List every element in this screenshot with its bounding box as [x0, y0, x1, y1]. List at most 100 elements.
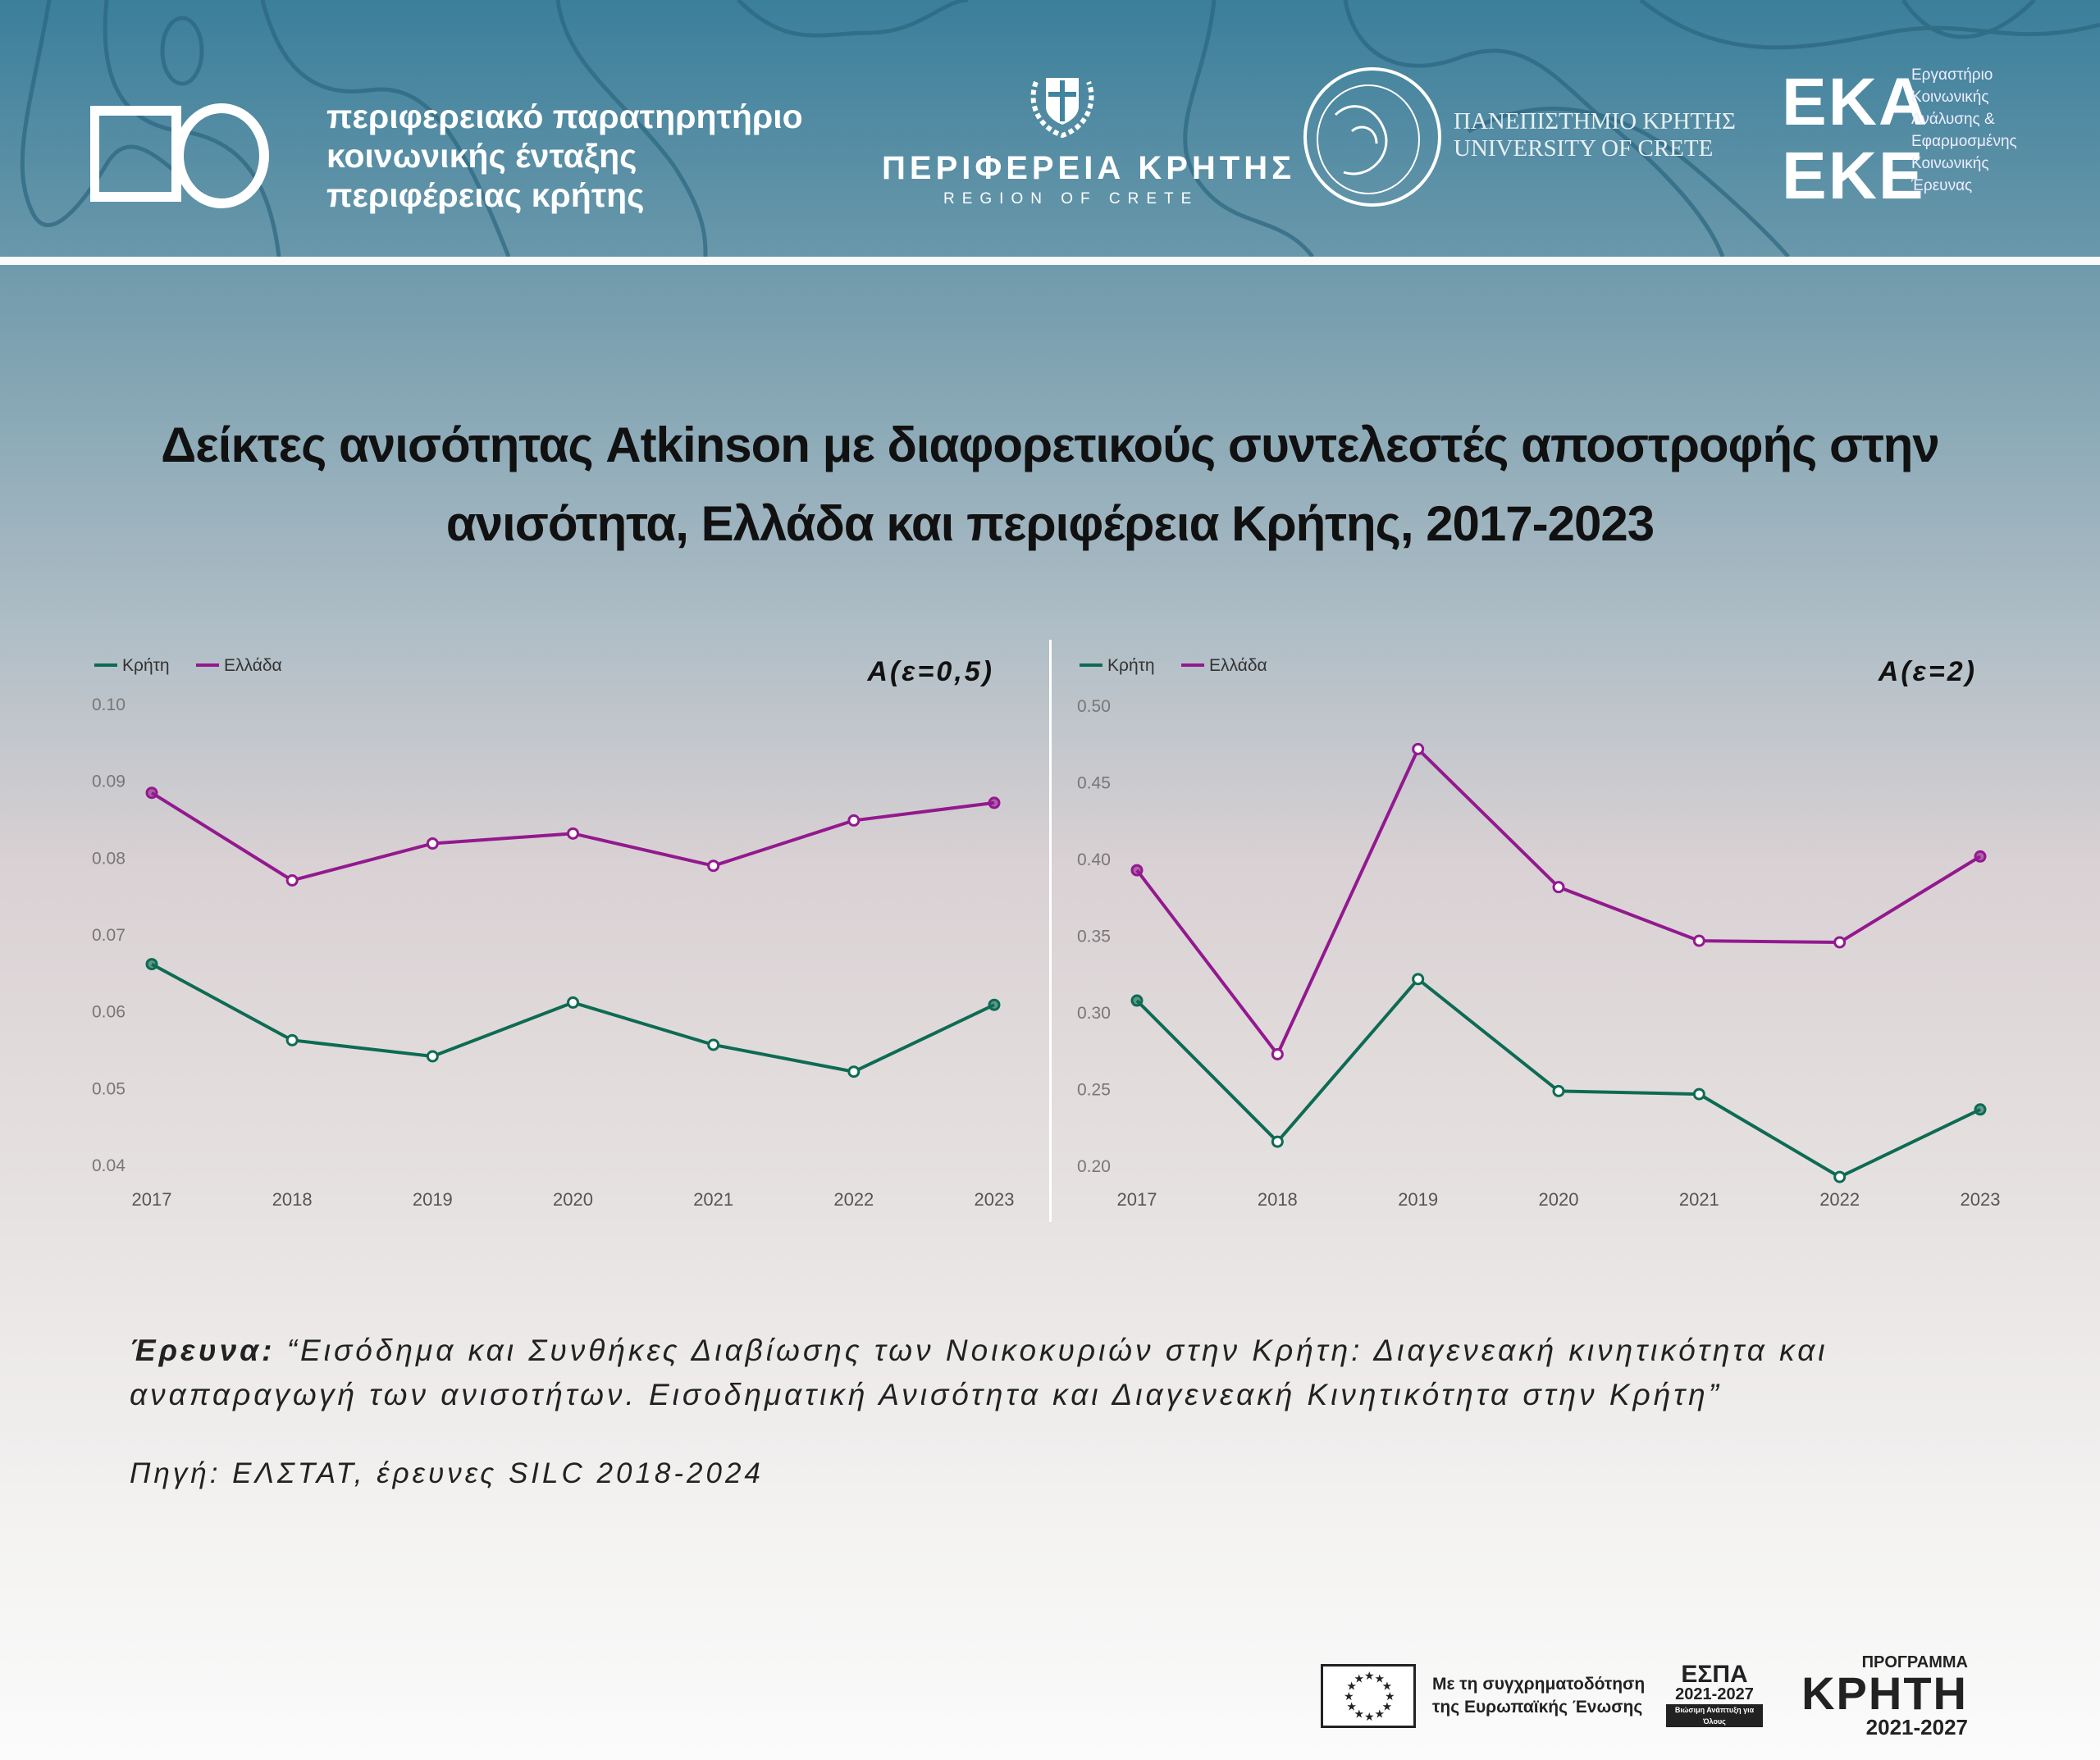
chart-divider — [1049, 640, 1052, 1222]
x-tick-label: 2017 — [1117, 1189, 1157, 1210]
eka-sub-line: Εφαρμοσμένης — [1911, 133, 2017, 150]
svg-text:★: ★ — [1354, 1708, 1365, 1721]
university-line: ΠΑΝΕΠΙΣΤΗΜΙΟ ΚΡΗΤΗΣ — [1454, 108, 1736, 135]
x-tick-label: 2022 — [833, 1189, 874, 1210]
data-point — [285, 873, 299, 887]
y-tick-label: 0.05 — [92, 1079, 126, 1098]
x-tick-label: 2019 — [1398, 1189, 1438, 1210]
eka-sub-line: Εργαστήριο — [1911, 66, 1993, 84]
data-point — [1271, 1135, 1284, 1148]
y-tick-label: 0.09 — [92, 773, 126, 791]
data-point — [426, 837, 439, 850]
espa-name: ΕΣΠΑ — [1681, 1661, 1748, 1688]
source-note: Πηγή: ΕΛΣΤΑΤ, έρευνες SILC 2018-2024 — [130, 1457, 764, 1489]
y-tick-label: 0.30 — [1077, 1004, 1111, 1023]
eka-line: ΕΚΑ — [1782, 65, 1929, 139]
y-tick-label: 0.08 — [92, 849, 126, 868]
y-tick-label: 0.35 — [1077, 928, 1111, 946]
legend-label-crete: Κρήτη — [122, 656, 170, 675]
y-tick-label: 0.04 — [92, 1156, 126, 1175]
data-point — [1833, 1170, 1847, 1183]
x-tick-label: 2021 — [693, 1189, 733, 1210]
eka-sub-line: Κοινωνικής — [1911, 89, 1989, 106]
eka-logo: ΕΚΑ ΕΚΕ — [1782, 66, 1929, 213]
university-seal-icon — [1303, 67, 1441, 207]
data-point — [145, 958, 158, 971]
observatory-name: περιφερειακό παρατηρητήριο κοινωνικής έν… — [326, 97, 803, 215]
program-crete-logo: ΠΡΟΓΡΑΜΜΑ ΚΡΗΤΗ 2021-2027 — [1779, 1654, 1968, 1738]
x-tick-label: 2019 — [413, 1189, 453, 1210]
data-point — [426, 1050, 439, 1063]
y-tick-label: 0.10 — [92, 695, 126, 714]
series-line-crete — [1135, 977, 1981, 1179]
y-tick-label: 0.06 — [92, 1003, 126, 1022]
observatory-line: κοινωνικής ένταξης — [326, 137, 637, 175]
data-point — [1974, 1103, 1987, 1116]
program-years: 2021-2027 — [1865, 1715, 1968, 1739]
chart-title: A(ε=0,5) — [866, 656, 994, 687]
eu-text-line: της Ευρωπαϊκής Ένωσης — [1432, 1698, 1643, 1717]
data-point — [1130, 994, 1144, 1007]
svg-text:★: ★ — [1364, 1710, 1375, 1723]
title-line: Δείκτες ανισότητας Atkinson με διαφορετι… — [161, 417, 1940, 472]
research-note: Έρευνα: “Εισόδημα και Συνθήκες Διαβίωσης… — [130, 1329, 2016, 1417]
data-point — [145, 787, 158, 800]
data-point — [1833, 936, 1847, 949]
x-tick-label: 2020 — [1539, 1189, 1579, 1210]
data-point — [1271, 1047, 1284, 1060]
data-point — [847, 814, 861, 827]
note-label: Έρευνα: — [130, 1334, 276, 1367]
legend-label-greece: Ελλάδα — [1209, 656, 1267, 675]
y-tick-label: 0.45 — [1077, 774, 1111, 793]
chart-title: A(ε=2) — [1878, 656, 1977, 687]
x-tick-label: 2020 — [553, 1189, 593, 1210]
legend-label-greece: Ελλάδα — [224, 656, 282, 675]
svg-text:★: ★ — [1346, 1680, 1357, 1693]
data-point — [1412, 742, 1425, 755]
espa-logo: ΕΣΠΑ 2021-2027 Βιώσιμη Ανάπτυξη για Όλου… — [1666, 1661, 1763, 1727]
x-tick-label: 2021 — [1679, 1189, 1719, 1210]
region-name: ΠΕΡΙΦΕΡΕΙΑ ΚΡΗΤΗΣ — [882, 150, 1296, 186]
svg-text:★: ★ — [1346, 1700, 1357, 1713]
header-banner: περιφερειακό παρατηρητήριο κοινωνικής έν… — [0, 0, 2100, 257]
x-tick-label: 2023 — [975, 1189, 1015, 1210]
x-tick-label: 2018 — [1258, 1189, 1298, 1210]
eka-sub-line: Κοινωνικής — [1911, 155, 1989, 172]
data-point — [1412, 973, 1425, 986]
data-point — [567, 827, 579, 840]
topographic-pattern — [20, 0, 2100, 257]
svg-text:★: ★ — [1354, 1671, 1365, 1685]
svg-text:★: ★ — [1364, 1669, 1375, 1682]
data-point — [1974, 850, 1987, 863]
data-point — [847, 1065, 861, 1078]
y-tick-label: 0.50 — [1077, 697, 1111, 716]
title-line: ανισότητα, Ελλάδα και περιφέρεια Κρήτης,… — [445, 496, 1655, 551]
program-label: ΠΡΟΓΡΑΜΜΑ — [1861, 1653, 1968, 1671]
svg-text:★: ★ — [1385, 1689, 1395, 1703]
funding-footer: ★ ★ ★ ★ ★ ★ ★ ★ ★ ★ ★ ★ Με τη συγχρηματοδότηση της … — [1321, 1654, 1968, 1738]
x-tick-label: 2023 — [1961, 1189, 2001, 1210]
legend-label-crete: Κρήτη — [1107, 656, 1155, 675]
eu-flag-icon: ★ ★ ★ ★ ★ ★ ★ ★ ★ ★ ★ ★ — [1321, 1664, 1416, 1728]
page-title: Δείκτες ανισότητας Atkinson με διαφορετι… — [49, 406, 2051, 563]
data-point — [707, 859, 720, 873]
university-name: ΠΑΝΕΠΙΣΤΗΜΙΟ ΚΡΗΤΗΣ UNIVERSITY OF CRETE — [1454, 108, 1736, 162]
data-point — [567, 996, 579, 1009]
y-tick-label: 0.07 — [92, 926, 126, 945]
data-point — [1692, 934, 1705, 947]
note-text: “Εισόδημα και Συνθήκες Διαβίωσης των Νοι… — [130, 1334, 1828, 1411]
x-tick-label: 2022 — [1819, 1189, 1860, 1210]
eka-sub-line: Ανάλυσης & — [1911, 111, 1995, 128]
svg-text:★: ★ — [1344, 1689, 1354, 1703]
svg-text:★: ★ — [1375, 1671, 1386, 1685]
svg-text:★: ★ — [1375, 1708, 1386, 1721]
eka-subtitle: Εργαστήριο Κοινωνικής Ανάλυσης & Εφαρμοσ… — [1911, 64, 2017, 197]
data-point — [707, 1038, 720, 1051]
region-subtitle: REGION OF CRETE — [943, 190, 1199, 207]
series-line-greece — [1135, 747, 1982, 1056]
y-tick-label: 0.25 — [1077, 1081, 1111, 1100]
observatory-line: περιφέρειας κρήτης — [326, 176, 645, 214]
svg-text:★: ★ — [1382, 1700, 1393, 1713]
